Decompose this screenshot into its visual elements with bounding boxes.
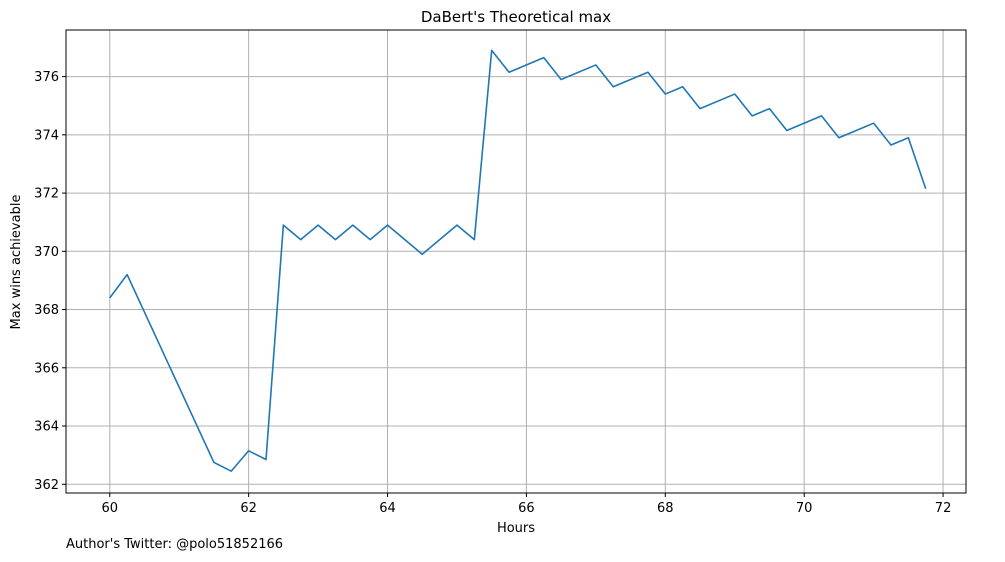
x-tick-label: 64	[379, 501, 396, 516]
x-tick-label: 70	[796, 501, 813, 516]
series-line	[109, 49, 927, 472]
plot-frame	[65, 29, 967, 494]
grid-lines	[66, 30, 966, 493]
x-tick-label: 68	[657, 501, 674, 516]
y-tick-label: 366	[34, 361, 59, 376]
y-tick-label: 376	[34, 70, 59, 85]
chart-title: DaBert's Theoretical max	[421, 8, 611, 26]
y-tick-label: 368	[34, 303, 59, 318]
y-tick-label: 362	[34, 478, 59, 493]
y-tick-label: 364	[34, 420, 59, 435]
x-tick-label: 62	[240, 501, 257, 516]
y-tick-label: 370	[34, 245, 59, 260]
y-tick-label: 374	[34, 128, 59, 143]
author-credit: Author's Twitter: @polo51852166	[66, 537, 284, 552]
x-tick-label: 60	[101, 501, 118, 516]
axis-ticks: 60 62 64 66 68 70 72 362 364 366 368 370 372 374 376	[34, 70, 951, 516]
x-axis-label: Hours	[497, 521, 535, 536]
y-tick-label: 372	[34, 187, 59, 202]
x-tick-label: 66	[518, 501, 535, 516]
y-axis-label: Max wins achievable	[9, 195, 24, 330]
x-tick-label: 72	[935, 501, 952, 516]
